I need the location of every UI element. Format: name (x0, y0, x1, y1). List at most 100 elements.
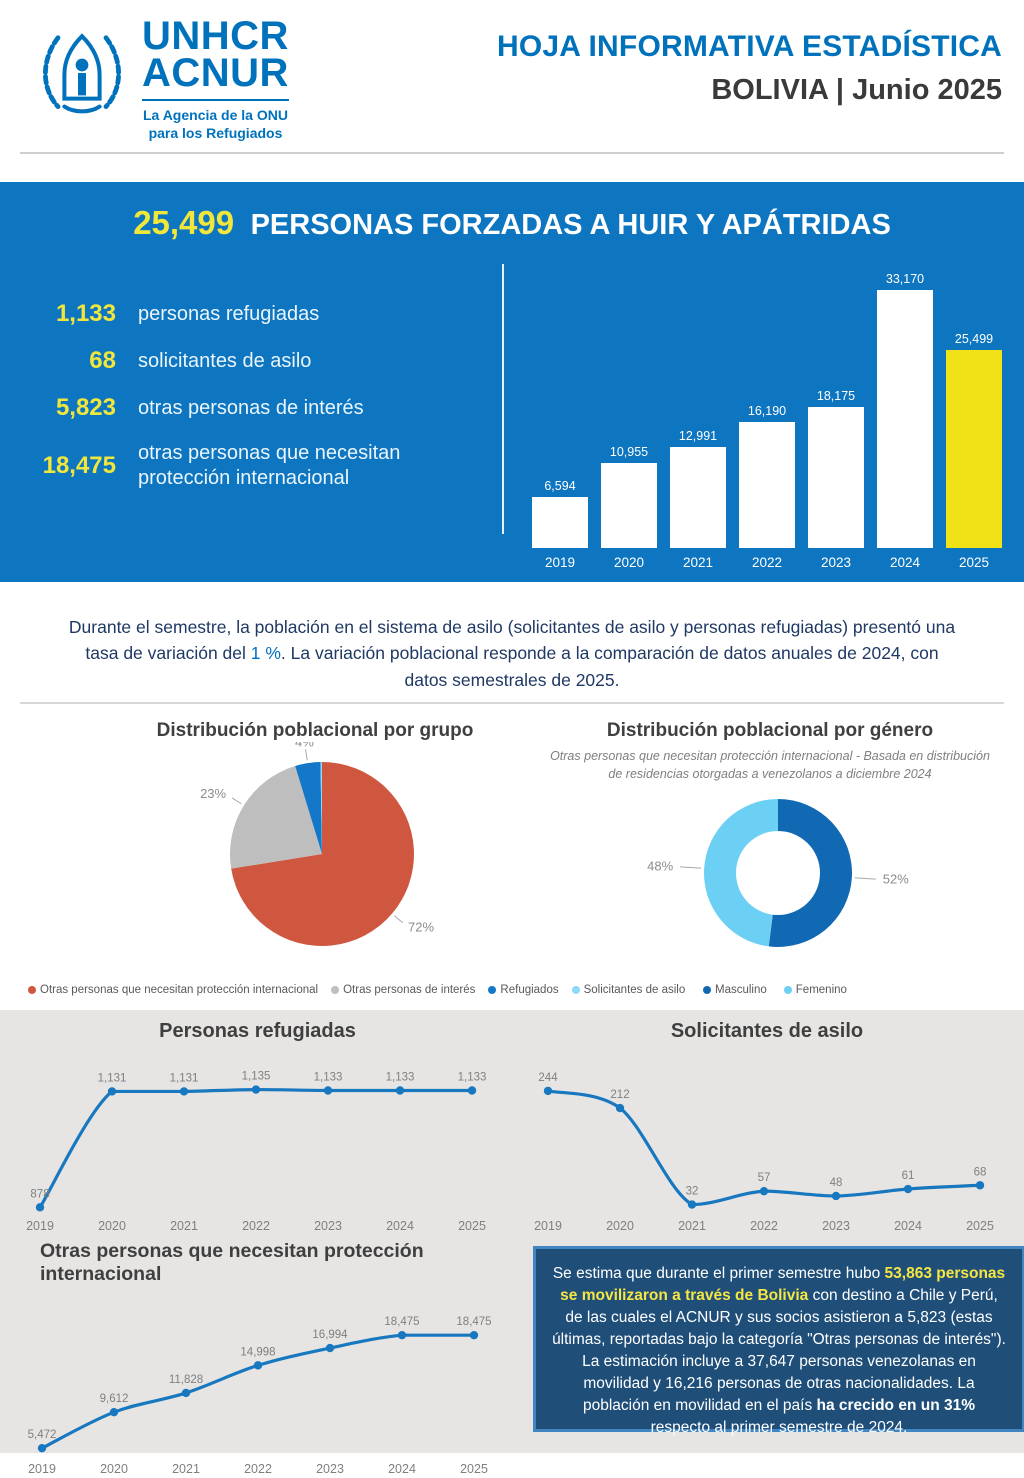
logo-text: UNHCR ACNUR La Agencia de la ONU para lo… (142, 16, 289, 142)
text-segment: Durante el semestre, la población en el … (68, 617, 956, 664)
x-axis-label: 2020 (98, 1219, 126, 1233)
x-axis-label: 2023 (822, 1219, 850, 1233)
data-point-2021 (179, 1087, 189, 1096)
data-point-label: 14,998 (240, 1346, 275, 1358)
data-point-label: 1,133 (386, 1071, 415, 1083)
banner-vertical-divider (502, 264, 504, 534)
data-point-2022 (251, 1085, 261, 1094)
asylum-trend-chart: Solicitantes de asilo 244 2019 212 2020 32 20… (518, 1020, 1016, 1235)
section-divider (20, 702, 1004, 704)
banner-title-text: PERSONAS FORZADAS A HUIR Y APÁTRIDAS (250, 209, 891, 241)
legend-item: Otras personas de interés (331, 984, 475, 996)
asylum-line-chart: 244 2019 212 2020 32 2021 57 2022 48 2023 61 2024 68… (534, 1072, 994, 1233)
trend-line (38, 1087, 474, 1209)
legend-label: Solicitantes de asilo (583, 984, 686, 996)
bar-rect (670, 447, 726, 548)
data-point-label: 1,131 (170, 1072, 199, 1084)
bar-value-label: 10,955 (609, 445, 649, 459)
legend-item: Masculino (703, 984, 767, 996)
x-axis-label: 2022 (244, 1462, 272, 1476)
data-point-label: 11,828 (169, 1374, 203, 1386)
data-point-2023 (323, 1086, 333, 1095)
x-axis-label: 2022 (242, 1219, 270, 1233)
bar-value-label: 33,170 (885, 272, 925, 286)
pie-slice-2 (295, 762, 322, 854)
asylum-chart-title: Solicitantes de asilo (670, 1020, 864, 1042)
bar-2022: 16,190 2022 (739, 404, 795, 570)
pie-percentage-label: 52% (883, 872, 909, 887)
text-segment: 53,863 personas se movilizaron a través … (560, 1265, 1006, 1304)
data-point-2021 (181, 1388, 191, 1398)
group-chart-legend: Otras personas que necesitan protección … (28, 984, 685, 996)
data-point-2025 (467, 1086, 477, 1095)
legend-item: Refugiados (488, 984, 559, 996)
mobility-info-box: Se estima que durante el primer semestre… (533, 1246, 1024, 1436)
variation-section: Durante el semestre, la población en el … (0, 582, 1024, 704)
legend-item: Otras personas que necesitan protección … (28, 984, 318, 996)
data-point-label: 5,472 (28, 1429, 57, 1441)
data-point-2023 (325, 1343, 335, 1353)
data-point-2023 (831, 1191, 841, 1201)
pie-slice-3 (320, 762, 322, 854)
banner-bar-chart: 6,594 2019 10,955 2020 12,991 2021 16,190 2022 1… (532, 272, 1002, 570)
data-point-label: 32 (686, 1186, 699, 1198)
data-point-label: 244 (538, 1072, 558, 1084)
variation-paragraph: Durante el semestre, la población en el … (67, 614, 957, 693)
data-point-label: 48 (830, 1177, 843, 1189)
group-distribution-chart: Distribución poblacional por grupo 72% 23… (40, 720, 520, 960)
pie-percentage-label: 4% (295, 742, 314, 749)
stat-value: 18,475 (42, 452, 116, 479)
data-point-2019 (543, 1086, 553, 1096)
other-protection-line-chart: 5,472 2019 9,612 2020 11,828 2021 14,998 2022 16… (28, 1316, 492, 1476)
data-point-2024 (903, 1184, 913, 1194)
x-axis-label: 2021 (172, 1462, 200, 1476)
stat-row: 18,475 otras personas que necesitan prote… (36, 441, 486, 491)
distribution-section: Distribución poblacional por grupo 72% 23… (0, 704, 1024, 1010)
bar-value-label: 6,594 (544, 479, 576, 493)
pie-slice-1 (230, 765, 322, 869)
gender-chart-title: Distribución poblacional por género (606, 720, 934, 741)
unhcr-emblem-icon (34, 18, 130, 128)
bar-rect (739, 422, 795, 548)
text-segment: con destino a Chile y Perú, de las cuale… (552, 1287, 1006, 1414)
page-title: HOJA INFORMATIVA ESTADÍSTICA (496, 30, 1002, 63)
stat-label: solicitantes de asilo (138, 349, 312, 372)
x-axis-label: 2021 (170, 1219, 198, 1233)
data-point-label: 878 (30, 1188, 49, 1200)
stat-label: personas refugiadas (138, 302, 320, 325)
data-point-2022 (759, 1186, 769, 1196)
legend-dot-icon (28, 986, 36, 994)
legend-label: Otras personas que necesitan protección … (40, 984, 319, 996)
x-axis-label: 2020 (100, 1462, 128, 1476)
refugees-trend-chart: Personas refugiadas 878 2019 1,131 2020 1,13… (10, 1020, 505, 1235)
bar-rect (808, 407, 864, 548)
data-point-2022 (253, 1361, 263, 1370)
data-point-label: 68 (974, 1166, 987, 1178)
data-point-label: 18,475 (384, 1316, 419, 1328)
population-stats: 1,133 personas refugiadas 68 solicitantes d… (36, 300, 486, 510)
bar-2023: 18,175 2023 (808, 389, 864, 570)
x-axis-label: 2023 (314, 1219, 342, 1233)
stat-value: 1,133 (55, 300, 116, 327)
data-point-2025 (469, 1330, 479, 1340)
logo-tagline: La Agencia de la ONU para los Refugiados (142, 98, 289, 142)
bar-rect (946, 350, 1002, 548)
unhcr-logo: UNHCR ACNUR La Agencia de la ONU para lo… (34, 16, 289, 142)
legend-label: Refugiados (500, 984, 559, 996)
bar-2021: 12,991 2021 (670, 429, 726, 570)
header: UNHCR ACNUR La Agencia de la ONU para lo… (0, 0, 1024, 155)
stat-value: 68 (89, 347, 116, 374)
banner-title: 25,499 PERSONAS FORZADAS A HUIR Y APÁTRI… (0, 204, 1024, 242)
legend-label: Otras personas de interés (343, 984, 476, 996)
other-protection-chart-title: Otras personas que necesitan protección … (40, 1240, 424, 1285)
x-axis-label: 2021 (678, 1219, 706, 1233)
pie-percentage-label: 72% (408, 919, 434, 934)
bar-2019: 6,594 2019 (532, 479, 588, 570)
logo-line2: ACNUR (142, 50, 289, 95)
bar-year-label: 2022 (751, 555, 783, 570)
bar-year-label: 2024 (889, 555, 921, 570)
legend-label: Masculino (715, 984, 767, 996)
text-segment: 1 % (250, 643, 281, 664)
bar-year-label: 2023 (820, 555, 852, 570)
header-divider (20, 152, 1004, 154)
